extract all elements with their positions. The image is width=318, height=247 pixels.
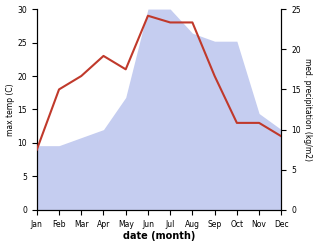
Y-axis label: max temp (C): max temp (C) xyxy=(5,83,15,136)
X-axis label: date (month): date (month) xyxy=(123,231,195,242)
Y-axis label: med. precipitation (kg/m2): med. precipitation (kg/m2) xyxy=(303,58,313,161)
